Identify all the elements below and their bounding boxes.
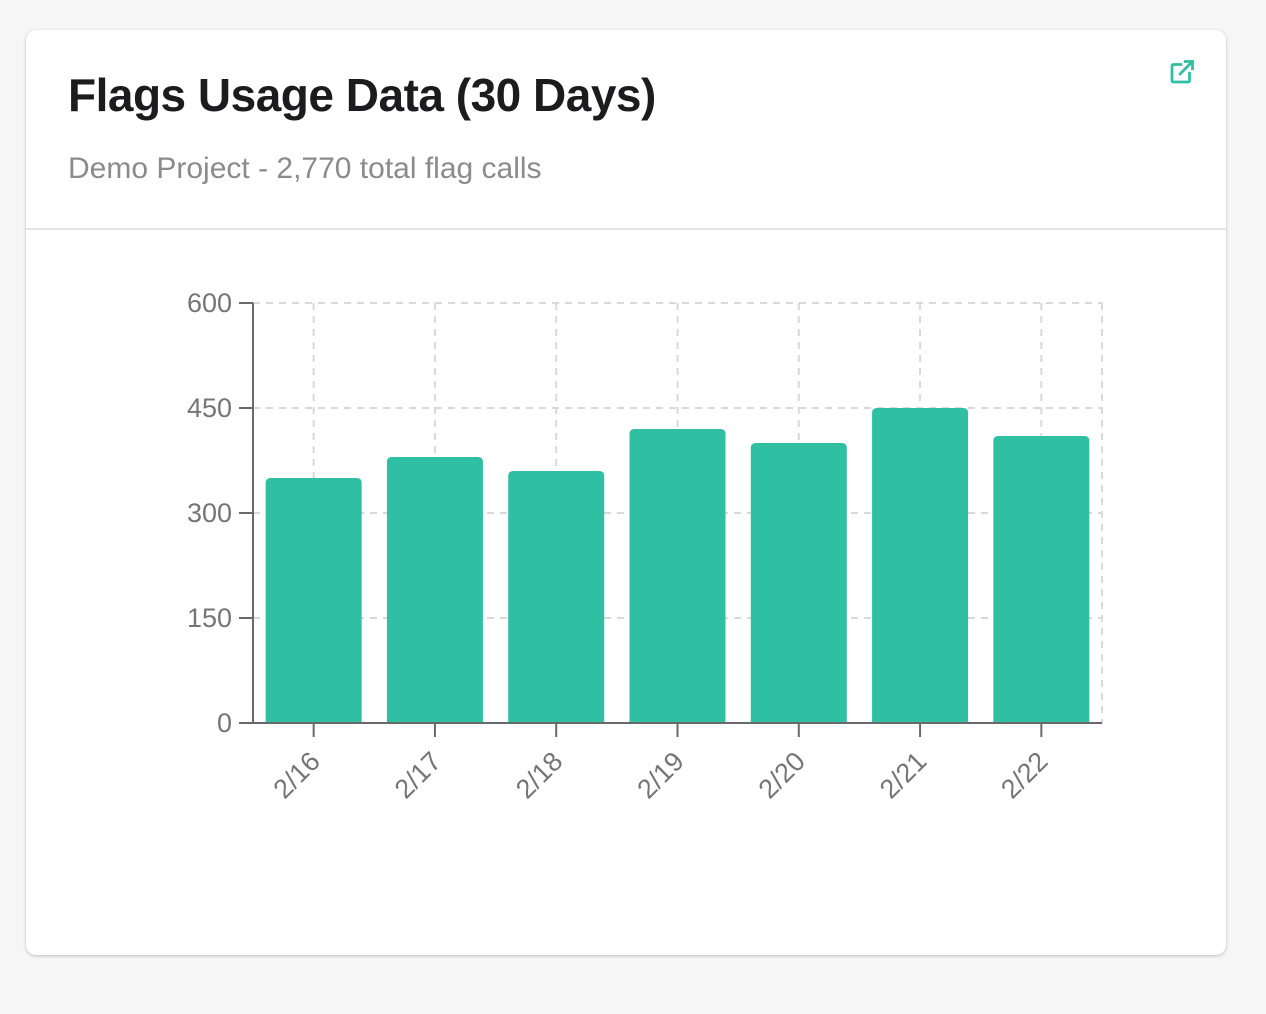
x-tick-label-2/19: 2/19	[631, 746, 689, 804]
x-tick-label-2/22: 2/22	[995, 746, 1053, 804]
bar-2/18[interactable]	[508, 471, 605, 723]
y-tick-label-450: 450	[187, 393, 232, 423]
header-divider	[26, 228, 1226, 230]
card-title: Flags Usage Data (30 Days)	[68, 69, 656, 121]
bar-2/17[interactable]	[386, 457, 483, 723]
bar-2/16[interactable]	[265, 478, 362, 723]
x-tick-label-2/20: 2/20	[753, 746, 811, 804]
flags-usage-bar-chart: 0 150 300 450 600 2/16 2/17 2/18 2/19 2/20 2/21 2/2…	[187, 288, 1103, 804]
card-header: Flags Usage Data (30 Days) Demo Project …	[26, 30, 1226, 228]
y-tick-label-300: 300	[187, 498, 232, 528]
x-tick-label-2/21: 2/21	[874, 746, 932, 804]
x-tick-label-2/17: 2/17	[389, 746, 447, 804]
bar-2/22[interactable]	[993, 436, 1090, 723]
expand-button[interactable]	[1164, 54, 1200, 90]
y-tick-label-600: 600	[187, 288, 232, 318]
y-tick-label-150: 150	[187, 603, 232, 633]
bar-2/21[interactable]	[872, 408, 969, 723]
external-link-icon	[1170, 60, 1194, 84]
x-tick-label-2/16: 2/16	[268, 746, 326, 804]
bar-2/20[interactable]	[750, 443, 847, 723]
x-tick-label-2/18: 2/18	[510, 746, 568, 804]
card-subtitle: Demo Project - 2,770 total flag calls	[68, 152, 542, 185]
y-tick-label-0: 0	[217, 708, 232, 738]
bar-2/19[interactable]	[629, 429, 726, 723]
flags-usage-card: 0 150 300 450 600 2/16 2/17 2/18 2/19 2/20 2/21 2/2…	[26, 30, 1226, 955]
